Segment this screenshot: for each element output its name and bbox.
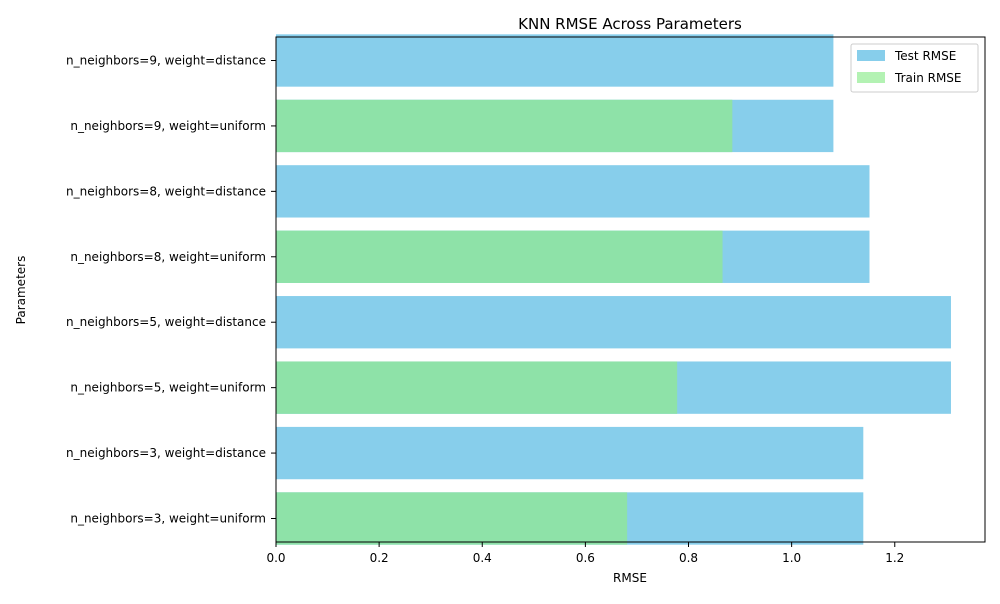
y-axis-title: Parameters xyxy=(14,256,28,325)
x-tick-label-3: 0.6 xyxy=(576,551,595,565)
y-tick-label-6: n_neighbors=9, weight=uniform xyxy=(70,119,266,133)
legend: Test RMSE Train RMSE xyxy=(850,43,979,93)
x-tick-label-1: 0.2 xyxy=(370,551,389,565)
plot-frame xyxy=(275,36,986,543)
chart-title: KNN RMSE Across Parameters xyxy=(518,15,742,33)
x-tick-label-2: 0.4 xyxy=(473,551,492,565)
y-tick-label-1: n_neighbors=3, weight=distance xyxy=(66,446,266,460)
train-rmse-bar-6 xyxy=(276,99,733,153)
y-axis-ticks: n_neighbors=3, weight=uniform n_neighbors… xyxy=(66,54,276,526)
bars-group xyxy=(276,34,951,545)
test-rmse-bar-7 xyxy=(276,34,834,87)
legend-label-test: Test RMSE xyxy=(894,49,956,63)
y-tick-label-5: n_neighbors=8, weight=distance xyxy=(66,184,266,198)
y-tick-label-0: n_neighbors=3, weight=uniform xyxy=(70,512,266,526)
x-tick-label-6: 1.2 xyxy=(885,551,904,565)
test-rmse-bar-1 xyxy=(276,426,864,480)
train-rmse-bar-0 xyxy=(276,492,628,545)
x-axis-title: RMSE xyxy=(613,571,647,585)
train-rmse-bar-4 xyxy=(276,230,723,283)
y-tick-label-4: n_neighbors=8, weight=uniform xyxy=(70,250,266,264)
y-tick-label-7: n_neighbors=9, weight=distance xyxy=(66,54,266,68)
test-rmse-bar-3 xyxy=(276,296,951,349)
legend-swatch-train xyxy=(857,72,885,83)
legend-swatch-test xyxy=(857,50,885,61)
test-rmse-bar-5 xyxy=(276,165,870,218)
y-tick-label-3: n_neighbors=5, weight=distance xyxy=(66,315,266,329)
x-tick-label-0: 0.0 xyxy=(266,551,285,565)
x-axis-ticks: 0.0 0.2 0.4 0.6 0.8 1.0 1.2 xyxy=(266,542,904,565)
legend-label-train: Train RMSE xyxy=(894,71,962,85)
x-tick-label-5: 1.0 xyxy=(782,551,801,565)
x-tick-label-4: 0.8 xyxy=(679,551,698,565)
train-rmse-bar-2 xyxy=(276,361,678,414)
y-tick-label-2: n_neighbors=5, weight=uniform xyxy=(70,381,266,395)
